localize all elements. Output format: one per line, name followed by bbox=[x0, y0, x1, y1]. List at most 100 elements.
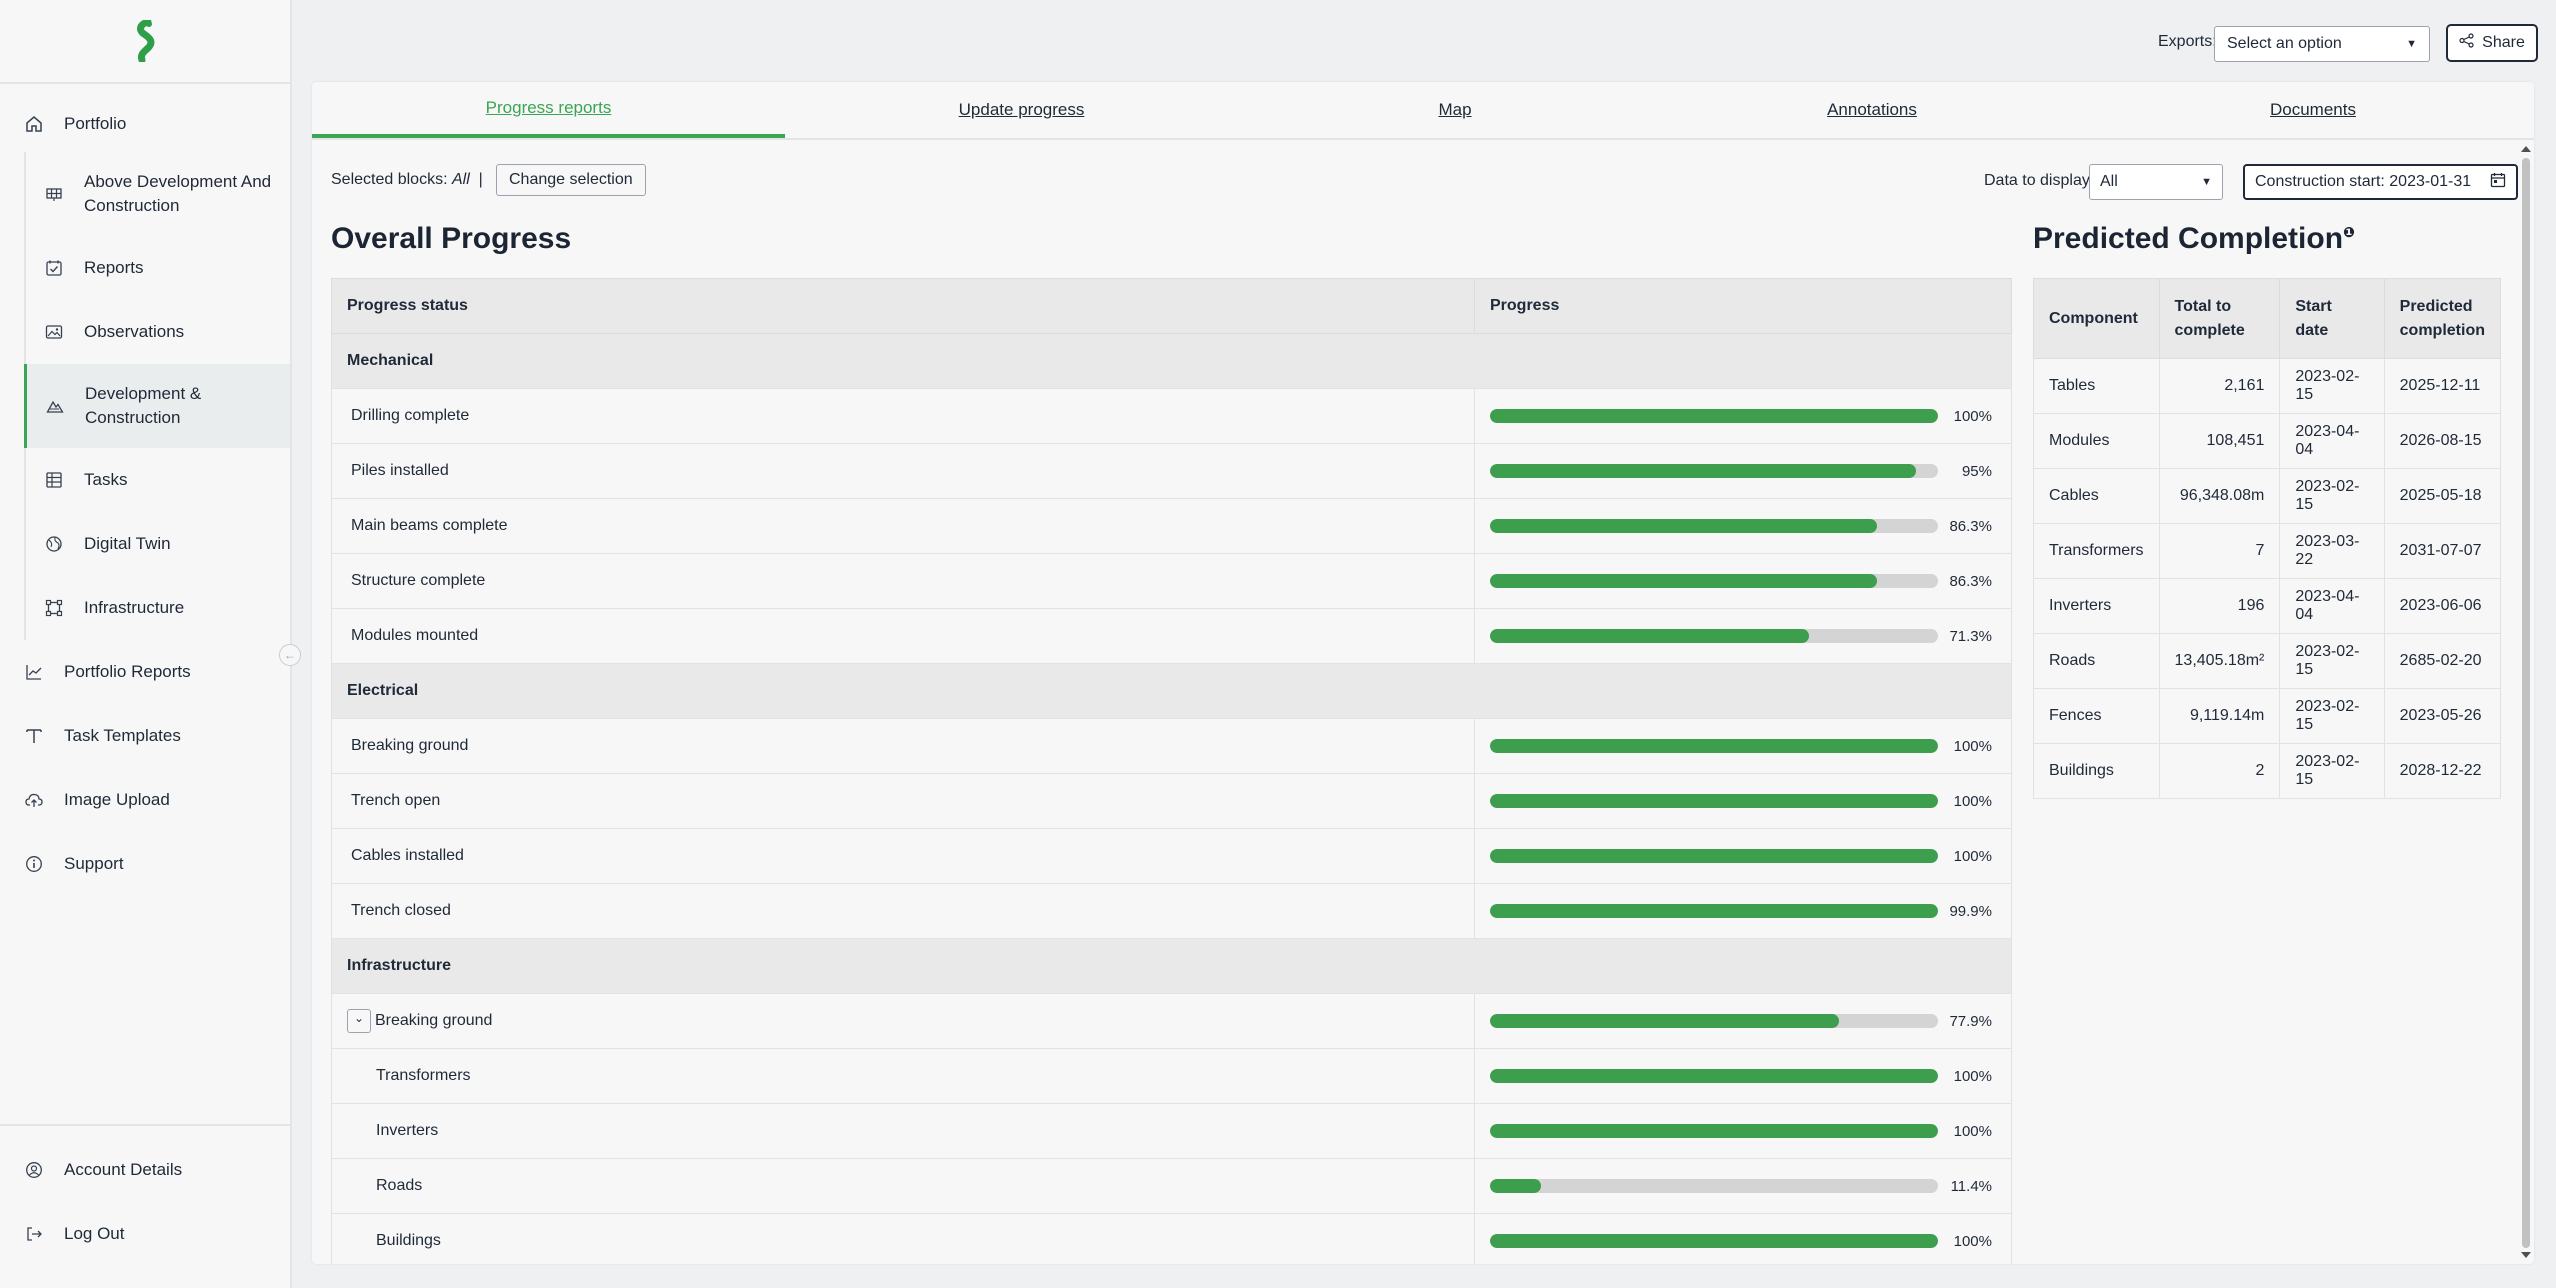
component-cell: Inverters bbox=[2033, 578, 2160, 634]
progress-status-label: Modules mounted bbox=[351, 627, 479, 644]
progress-status-cell: Drilling complete bbox=[331, 388, 1475, 444]
sidebar-item-image-upload[interactable]: Image Upload bbox=[0, 768, 290, 832]
scrollbar[interactable] bbox=[2518, 142, 2534, 1264]
start-date-cell: 2023-02-15 bbox=[2279, 358, 2385, 414]
scrollbar-thumb[interactable] bbox=[2522, 158, 2530, 1248]
sidebar-secondary-nav: Portfolio Reports Task Templates Image U… bbox=[0, 640, 290, 896]
progress-status-label: Piles installed bbox=[351, 462, 449, 479]
sidebar-collapse-button[interactable]: ← bbox=[279, 644, 301, 666]
sidebar-item-development-construction[interactable]: Development & Construction bbox=[24, 364, 290, 448]
sidebar-item-support[interactable]: Support bbox=[0, 832, 290, 896]
tab-annotations[interactable]: Annotations bbox=[1827, 100, 1917, 119]
sidebar-item-tasks[interactable]: Tasks bbox=[26, 448, 290, 512]
exports-select[interactable]: Select an option ▼ bbox=[2214, 26, 2430, 62]
share-button[interactable]: Share bbox=[2446, 24, 2538, 62]
predicted-date-cell: 2025-05-18 bbox=[2383, 468, 2502, 524]
sidebar-item-label: Development & Construction bbox=[85, 384, 202, 427]
sidebar-item-label: Portfolio Reports bbox=[64, 662, 191, 681]
table-row: Cables installed 100% bbox=[331, 828, 2012, 884]
sidebar-item-log-out[interactable]: Log Out bbox=[0, 1202, 290, 1266]
info-icon bbox=[24, 854, 44, 874]
user-circle-icon bbox=[24, 1160, 44, 1180]
progress-status-label: Cables installed bbox=[351, 847, 464, 864]
app-logo[interactable] bbox=[0, 0, 290, 84]
progress-bar-wrap: 100% bbox=[1490, 793, 1996, 810]
tab-documents[interactable]: Documents bbox=[2270, 100, 2356, 119]
progress-cell: 71.3% bbox=[1474, 608, 2012, 664]
column-header-progress: Progress bbox=[1474, 278, 2012, 334]
progress-status-cell: Modules mounted bbox=[331, 608, 1475, 664]
component-cell: Roads bbox=[2033, 633, 2160, 689]
progress-status-label: Roads bbox=[376, 1177, 423, 1194]
progress-bar bbox=[1490, 849, 1938, 863]
overall-progress-body: Mechanical Drilling complete 100% Piles ins… bbox=[331, 333, 2012, 1264]
predicted-date-cell: 2026-08-15 bbox=[2383, 413, 2502, 469]
sidebar-item-task-templates[interactable]: Task Templates bbox=[0, 704, 290, 768]
group-label: Mechanical bbox=[331, 333, 2012, 389]
info-icon[interactable]: ❶ bbox=[2343, 224, 2355, 240]
predicted-completion-body: Tables 2,161 2023-02-15 2025-12-11 Modules 10… bbox=[2033, 358, 2502, 799]
progress-bar-fill bbox=[1490, 849, 1938, 863]
table-row: Roads 13,405.18m² 2023-02-15 2685-02-20 bbox=[2033, 633, 2502, 689]
progress-cell: 95% bbox=[1474, 443, 2012, 499]
sidebar-item-portfolio-reports[interactable]: Portfolio Reports bbox=[0, 640, 290, 704]
scroll-up-icon[interactable] bbox=[2521, 146, 2531, 152]
report-toolbar: Selected blocks: All | Change selection … bbox=[331, 164, 2518, 200]
tab-progress-reports[interactable]: Progress reports bbox=[312, 82, 785, 138]
progress-status-cell: Breaking ground bbox=[331, 718, 1475, 774]
sidebar-item-infrastructure[interactable]: Infrastructure bbox=[26, 576, 290, 640]
progress-bar-fill bbox=[1490, 519, 1877, 533]
selected-blocks: Selected blocks: All | bbox=[331, 171, 483, 189]
data-to-display-select[interactable]: All ▼ bbox=[2089, 164, 2223, 200]
separator: | bbox=[478, 171, 483, 188]
progress-bar-fill bbox=[1490, 409, 1938, 423]
exports-label: Exports: bbox=[2158, 33, 2217, 50]
progress-status-cell: Main beams complete bbox=[331, 498, 1475, 554]
table-row: Buildings 100% bbox=[331, 1213, 2012, 1264]
change-selection-button[interactable]: Change selection bbox=[496, 164, 646, 196]
calendar-icon bbox=[2490, 172, 2506, 193]
tab-update-progress[interactable]: Update progress bbox=[958, 100, 1085, 119]
component-cell: Modules bbox=[2033, 413, 2160, 469]
progress-percent: 100% bbox=[1953, 792, 1992, 810]
sidebar-item-above-development[interactable]: Above Development And Construction bbox=[26, 152, 290, 236]
share-label: Share bbox=[2482, 34, 2525, 51]
progress-percent: 99.9% bbox=[1949, 902, 1992, 920]
predicted-date-cell: 2028-12-22 bbox=[2383, 743, 2502, 799]
sidebar-item-digital-twin[interactable]: Digital Twin bbox=[26, 512, 290, 576]
progress-bar-fill bbox=[1490, 1234, 1938, 1248]
sidebar-item-reports[interactable]: Reports bbox=[26, 236, 290, 300]
sidebar: Portfolio Above Development And Construc… bbox=[0, 0, 292, 1288]
sidebar-item-portfolio[interactable]: Portfolio bbox=[0, 102, 290, 146]
collapse-toggle-button[interactable]: ⌄ bbox=[347, 1009, 371, 1033]
scroll-down-icon[interactable] bbox=[2521, 1252, 2531, 1258]
progress-cell: 100% bbox=[1474, 1213, 2012, 1264]
table-row: Tables 2,161 2023-02-15 2025-12-11 bbox=[2033, 358, 2502, 414]
progress-cell: 100% bbox=[1474, 718, 2012, 774]
predicted-completion-title: Predicted Completion❶ bbox=[2033, 222, 2355, 256]
component-cell: Fences bbox=[2033, 688, 2160, 744]
sidebar-item-label: Portfolio bbox=[64, 114, 127, 133]
progress-percent: 95% bbox=[1961, 462, 1992, 480]
start-date-cell: 2023-02-15 bbox=[2279, 688, 2385, 744]
component-cell: Cables bbox=[2033, 468, 2160, 524]
progress-percent: 11.4% bbox=[1950, 1177, 1992, 1195]
sidebar-item-account-details[interactable]: Account Details bbox=[0, 1138, 290, 1202]
progress-percent: 71.3% bbox=[1949, 627, 1992, 645]
construction-start-button[interactable]: Construction start: 2023-01-31 bbox=[2243, 164, 2518, 200]
arrow-left-icon: ← bbox=[284, 648, 296, 662]
sidebar-item-label: Support bbox=[64, 854, 124, 873]
table-row: Trench open 100% bbox=[331, 773, 2012, 829]
progress-bar-wrap: 100% bbox=[1490, 1068, 1996, 1085]
table-row: Trench closed 99.9% bbox=[331, 883, 2012, 939]
progress-status-cell: Buildings bbox=[331, 1213, 1475, 1264]
image-icon bbox=[44, 322, 64, 342]
template-icon bbox=[24, 726, 44, 746]
overall-progress-title: Overall Progress bbox=[331, 222, 572, 255]
table-row: Transformers 7 2023-03-22 2031-07-07 bbox=[2033, 523, 2502, 579]
sidebar-item-label: Tasks bbox=[84, 470, 128, 489]
progress-bar bbox=[1490, 739, 1938, 753]
start-date-cell: 2023-04-04 bbox=[2279, 413, 2385, 469]
sidebar-item-observations[interactable]: Observations bbox=[26, 300, 290, 364]
tab-map[interactable]: Map bbox=[1438, 100, 1472, 119]
